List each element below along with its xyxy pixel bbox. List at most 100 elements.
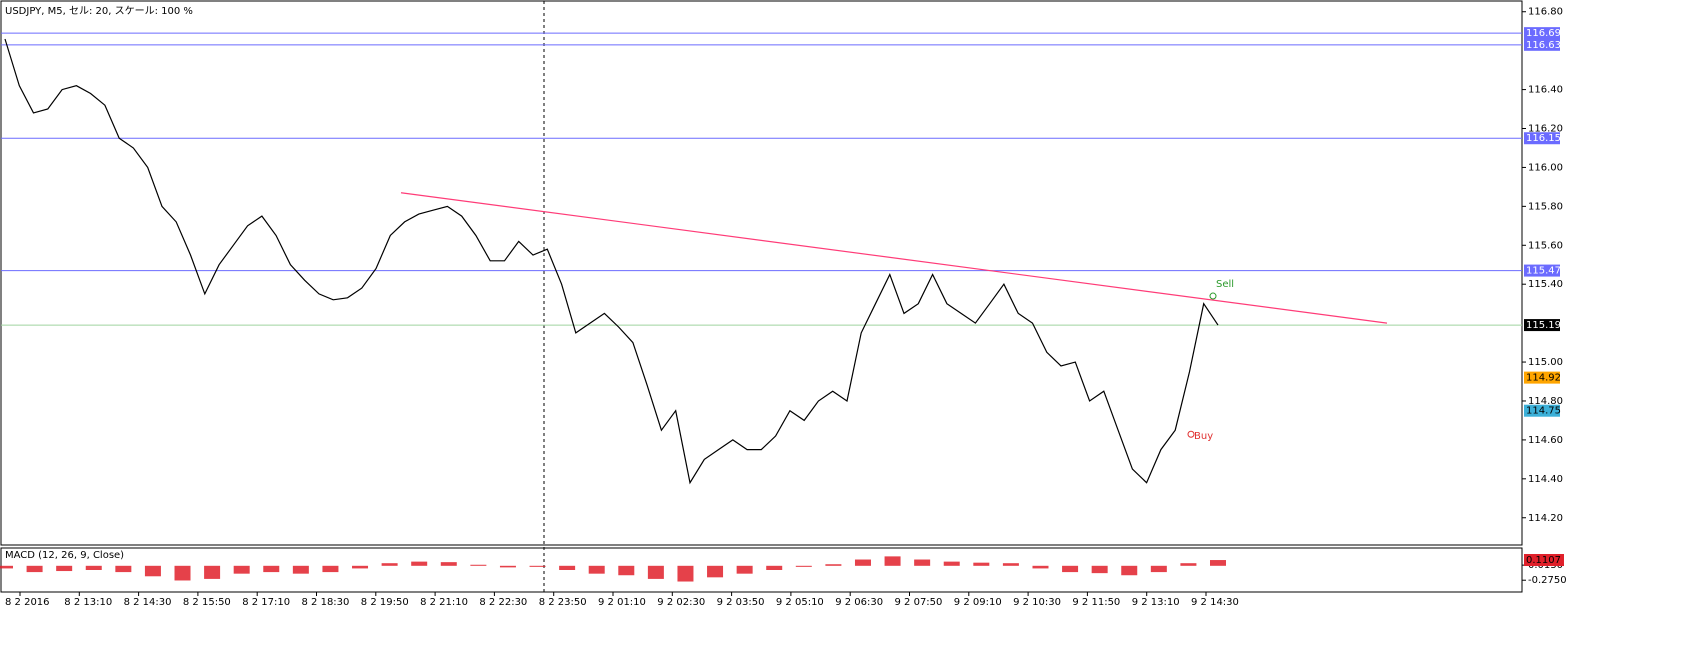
macd-bar [144,565,161,577]
level-label: 116.63 [1526,40,1561,51]
level-box [1524,132,1560,145]
level-label: 116.69 [1526,28,1561,39]
macd-bar [352,565,369,569]
x-tick-label: 8 2 17:10 [242,597,290,608]
macd-bar [795,565,812,567]
x-tick-label: 8 2 19:50 [361,597,409,608]
y-tick-label: 114.60 [1528,435,1563,446]
price-marker [1524,404,1560,417]
level-box [1524,38,1560,51]
x-tick-label: 9 2 06:30 [835,597,883,608]
chart-title: USDJPY, M5, セル: 20, スケール: 100 % [5,5,193,17]
main-frame [0,0,1523,546]
macd-bar [1091,565,1108,574]
trendline [400,192,1388,324]
macd-bar [1121,565,1138,576]
macd-bar [914,559,931,566]
x-tick-label: 8 2 23:50 [539,597,587,608]
x-tick-label: 9 2 02:30 [657,597,705,608]
y-tick-label: 114.40 [1528,474,1563,485]
macd-bar [677,565,694,582]
x-tick-label: 9 2 05:10 [776,597,824,608]
y-tick-label: 116.40 [1528,85,1563,96]
macd-bar [440,562,457,566]
macd-title: MACD (12, 26, 9, Close) [5,550,124,561]
macd-bar [647,565,664,579]
x-tick-label: 9 2 14:30 [1191,597,1239,608]
macd-bar [854,559,871,566]
x-tick-label: 9 2 10:30 [1013,597,1061,608]
signal-marker [1209,292,1217,300]
macd-bar [1062,565,1079,573]
signal-label: Buy [1194,431,1213,442]
price-marker-label: 114.75 [1526,406,1561,417]
y-tick-label: 115.00 [1528,357,1563,368]
x-tick-label: 8 2 15:50 [183,597,231,608]
signal-label: Sell [1216,279,1234,290]
x-tick-label: 9 2 11:50 [1072,597,1120,608]
y-tick-label: 116.80 [1528,7,1563,18]
macd-bar [1210,560,1226,566]
macd-bar [85,565,102,570]
level-box [1524,264,1560,277]
macd-bar [884,556,901,566]
level-label: 115.47 [1526,266,1561,277]
x-tick-label: 8 2 18:30 [302,597,350,608]
level-label: 115.19 [1526,320,1561,331]
macd-bar [618,565,635,576]
macd-bar [736,565,753,574]
x-tick-label: 8 2 13:10 [64,597,112,608]
price-marker [1524,371,1560,384]
x-tick-label: 8 2 2016 [5,597,50,608]
macd-bar [0,565,13,569]
level-box [1524,27,1560,40]
macd-current-label: 0.1107 [1526,555,1561,566]
x-tick-label: 9 2 13:10 [1132,597,1180,608]
macd-bar [973,562,990,566]
macd-frame [0,547,1523,593]
x-tick-label: 9 2 07:50 [895,597,943,608]
macd-bar [499,565,516,568]
macd-bar [56,565,73,572]
macd-bar [263,565,280,573]
macd-bar [1180,563,1197,566]
x-tick-label: 9 2 03:50 [717,597,765,608]
macd-bar [26,565,43,573]
level-label: 116.15 [1526,133,1561,144]
y-tick-label: 115.60 [1528,240,1563,251]
macd-bar [559,565,576,570]
x-tick-label: 9 2 09:10 [954,597,1002,608]
macd-bar [115,565,132,573]
macd-bar [1150,565,1167,573]
macd-bar [292,565,309,574]
macd-bar [411,561,428,566]
level-box [1524,319,1560,332]
macd-bar [766,565,783,570]
price-marker-label: 114.92 [1526,373,1561,384]
macd-bar [529,565,546,567]
y-tick-label: 115.80 [1528,201,1563,212]
y-tick-label: 114.20 [1528,513,1563,524]
macd-bar [233,565,250,574]
macd-bar [322,565,339,573]
macd-current-box [1524,554,1564,567]
x-tick-label: 8 2 22:30 [479,597,527,608]
macd-bar [174,565,191,581]
y-tick-label: 116.00 [1528,162,1563,173]
macd-bar [943,561,960,566]
macd-bar [1032,565,1049,569]
y-tick-label: 116.20 [1528,124,1563,135]
macd-bar [707,565,724,578]
y-tick-label: 115.40 [1528,279,1563,290]
macd-bar [588,565,605,574]
x-tick-label: 8 2 21:10 [420,597,468,608]
macd-bar [1002,563,1019,566]
price-line [4,38,1219,485]
x-tick-label: 8 2 14:30 [124,597,172,608]
macd-bar [825,564,842,566]
macd-bar [381,563,398,566]
signal-marker [1187,430,1195,438]
y-tick-label: 114.80 [1528,396,1563,407]
macd-bar [470,564,487,566]
macd-bar [204,565,221,579]
